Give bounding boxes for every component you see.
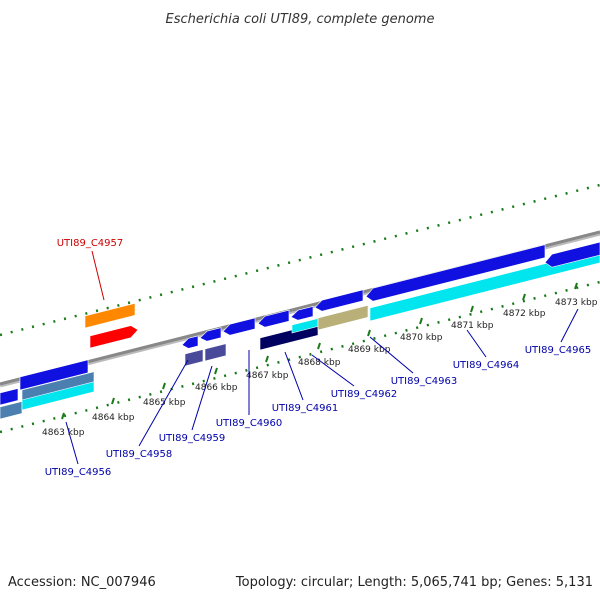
tick-label: 4867 kbp [246,371,289,381]
major-tick [522,293,526,301]
leader-line [284,351,304,401]
gene-utr89-c4956-c [21,381,95,411]
gene-label[interactable]: UTI89_C4962 [331,389,398,400]
gene-features [0,241,600,420]
leader-line [65,421,79,465]
gene-utr89-c4964 [365,244,546,302]
tick-label: 4871 kbp [451,321,494,331]
leader-line [466,329,487,358]
gene-utr89-c4956-a [0,401,23,420]
major-tick [470,305,474,313]
gene-label[interactable]: UTI89_C4956 [45,467,112,478]
tick-label: 4873 kbp [555,298,598,308]
gene-block [0,388,19,406]
gene-label[interactable]: UTI89_C4958 [106,449,173,460]
major-tick [162,382,166,390]
label-leader-lines [65,250,579,465]
tick-label: 4864 kbp [92,413,135,423]
gene-utr89-c4965 [544,241,600,268]
tick-label: 4866 kbp [195,383,238,393]
major-tick [111,397,115,405]
gene-utr89-c4958 [181,335,199,349]
major-tick [61,412,65,420]
gene-label[interactable]: UTI89_C4957 [57,238,124,249]
gene-label[interactable]: UTI89_C4960 [216,418,283,429]
tick-label: 4870 kbp [400,333,443,343]
leader-line [91,250,105,301]
major-tick [265,355,269,363]
leader-line [560,308,579,343]
tick-label: 4872 kbp [503,309,546,319]
genome-summary-text: Topology: circular; Length: 5,065,741 bp… [235,575,593,590]
accession-text: Accession: NC_007946 [8,575,156,590]
gene-utr89-c4961 [257,309,290,328]
gene-utr89-c4962 [290,306,314,321]
gene-utr89-c4960-b [204,343,227,362]
gene-label[interactable]: UTI89_C4965 [525,345,592,356]
tick-label: 4868 kbp [298,358,341,368]
gene-label[interactable]: UTI89_C4959 [159,433,226,444]
scale-ticks: 4863 kbp 4864 kbp 4865 kbp 4866 kbp 4867 kbp… [42,282,598,438]
gene-label[interactable]: UTI89_C4964 [453,360,520,371]
gene-utr89-c4963-b [317,304,369,331]
leader-line [191,365,213,431]
gene-utr89-c4959-b [184,349,204,367]
tick-label: 4865 kbp [143,398,186,408]
gene-utr89-c4957-outer [84,302,136,329]
gene-labels: UTI89_C4956 UTI89_C4957 UTI89_C4958 UTI89_C… [45,238,592,478]
gene-utr89-c4960 [222,317,256,336]
leader-line [138,359,189,447]
leader-line [369,336,414,374]
major-tick [574,282,578,290]
major-tick [214,367,218,375]
outer-tick-ring [0,183,600,337]
gene-block [19,359,89,391]
gene-utr89-c4959 [199,327,222,342]
tick-label: 4863 kbp [42,428,85,438]
inner-tick-ring [0,280,600,434]
major-tick [317,342,321,350]
tick-label: 4869 kbp [348,345,391,355]
gene-utr89-c4957 [89,325,139,349]
leader-line [311,354,355,387]
gene-label[interactable]: UTI89_C4961 [272,403,339,414]
major-tick [367,329,371,337]
major-tick [419,317,423,325]
gene-utr89-c4964-b [369,249,600,322]
gene-utr89-c4963 [314,289,364,312]
map-title: Escherichia coli UTI89, complete genome [166,12,435,27]
gene-label[interactable]: UTI89_C4963 [391,376,458,387]
